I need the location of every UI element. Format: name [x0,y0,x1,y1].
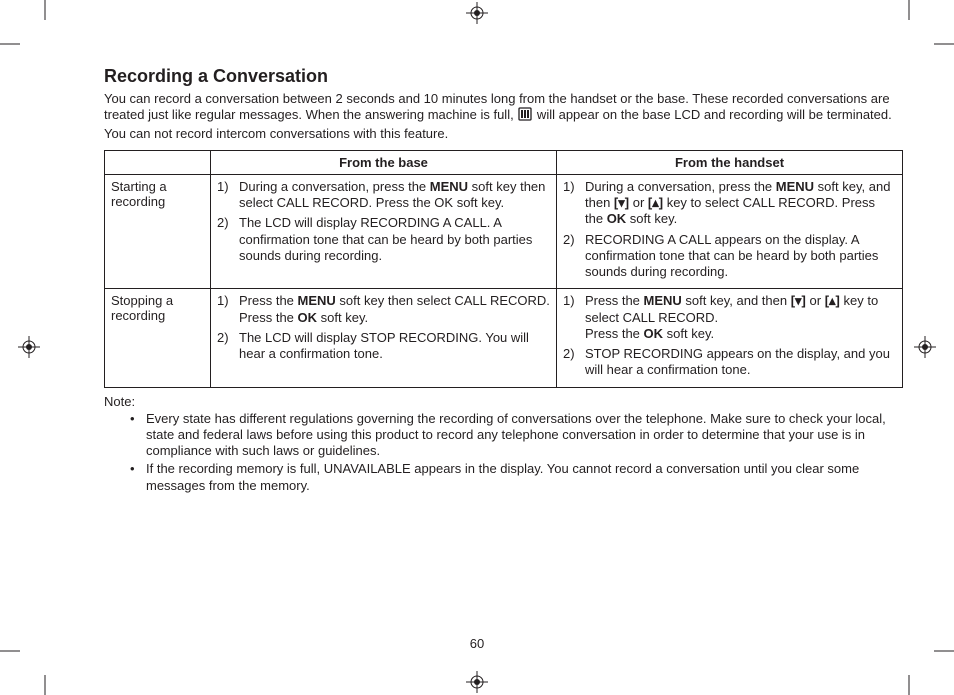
step-item: Press the MENU soft key, and then [▾] or… [585,293,896,342]
down-key-icon: [▾] [614,195,629,210]
step-item: During a conversation, press the MENU so… [585,179,896,228]
menu-key: MENU [298,293,336,308]
up-key-icon: [▴] [825,293,840,308]
menu-key: MENU [644,293,682,308]
step-item: During a conversation, press the MENU so… [239,179,550,212]
page-content: Recording a Conversation You can record … [104,66,902,496]
note-item: If the recording memory is full, UNAVAIL… [146,461,902,494]
menu-key: MENU [776,179,814,194]
notes-list: Every state has different regulations go… [104,411,902,494]
row-label-stopping: Stopping a recording [105,289,211,387]
menu-key: MENU [430,179,468,194]
ok-key: OK [298,310,318,325]
table-row: Starting a recording During a conversati… [105,174,903,289]
starting-handset-cell: During a conversation, press the MENU so… [557,174,903,289]
step-item: STOP RECORDING appears on the display, a… [585,346,896,379]
note-label: Note: [104,394,902,409]
header-from-base: From the base [211,150,557,174]
step-item: The LCD will display RECORDING A CALL. A… [239,215,550,264]
stopping-handset-cell: Press the MENU soft key, and then [▾] or… [557,289,903,387]
intro-paragraph: You can record a conversation between 2 … [104,91,902,142]
header-blank [105,150,211,174]
registration-mark-left [18,336,40,358]
stopping-base-cell: Press the MENU soft key then select CALL… [211,289,557,387]
down-key-icon: [▾] [791,293,806,308]
step-item: Press the MENU soft key then select CALL… [239,293,550,326]
registration-mark-bottom [466,671,488,693]
registration-mark-top [466,2,488,24]
ok-key: OK [607,211,627,226]
table-row: Stopping a recording Press the MENU soft… [105,289,903,387]
row-label-starting: Starting a recording [105,174,211,289]
ok-key: OK [644,326,664,341]
recording-table: From the base From the handset Starting … [104,150,903,388]
registration-mark-right [914,336,936,358]
page-number: 60 [0,636,954,651]
step-item: The LCD will display STOP RECORDING. You… [239,330,550,363]
up-key-icon: [▴] [648,195,663,210]
memory-full-icon [517,107,533,125]
starting-base-cell: During a conversation, press the MENU so… [211,174,557,289]
step-item: RECORDING A CALL appears on the display.… [585,232,896,281]
header-from-handset: From the handset [557,150,903,174]
note-item: Every state has different regulations go… [146,411,902,460]
section-heading: Recording a Conversation [104,66,902,87]
